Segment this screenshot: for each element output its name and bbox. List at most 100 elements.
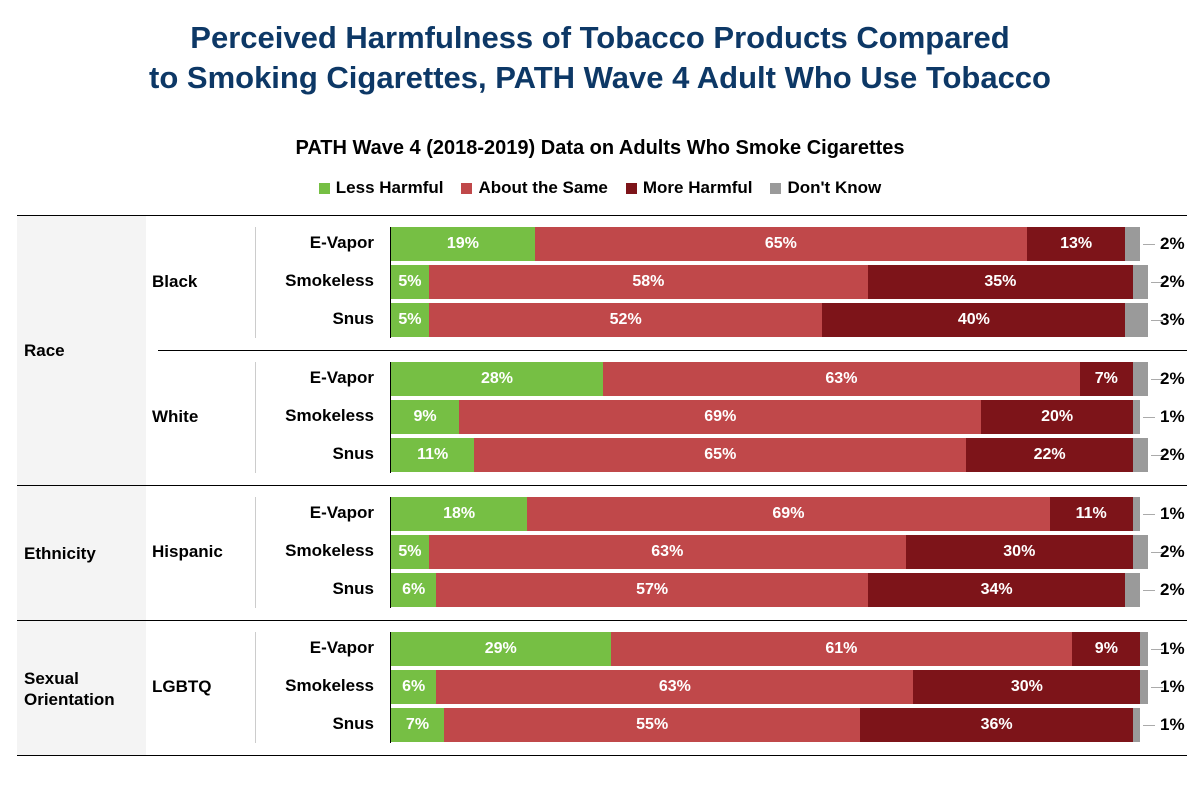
dont-know-label: 2%: [1160, 272, 1185, 291]
bar-segment-about-the-same: 69%: [459, 400, 982, 434]
section-divider: [17, 215, 1187, 216]
title-line-2: to Smoking Cigarettes, PATH Wave 4 Adult…: [149, 60, 1051, 95]
bar-segment-about-the-same: 63%: [602, 362, 1080, 396]
leader-line: [1151, 379, 1163, 380]
product-label: Snus: [332, 309, 374, 328]
bar-segment-dont-know: [1132, 497, 1141, 531]
product-label: E-Vapor: [309, 503, 374, 522]
bar-segment-less-harmful: 5%: [391, 265, 429, 299]
bar-segment-dont-know: [1140, 632, 1148, 666]
bar-segment-dont-know: [1132, 400, 1141, 434]
bar-segment-more-harmful: 35%: [867, 265, 1133, 299]
dont-know-label: 1%: [1160, 639, 1185, 658]
category-axis-line: [390, 227, 391, 338]
section-divider: [17, 755, 1187, 756]
leader-line: [1143, 590, 1156, 591]
bar-segment-about-the-same: 63%: [436, 670, 914, 704]
subgroup-axis-line: [255, 497, 256, 608]
subgroup-axis-line: [255, 362, 256, 473]
dont-know-label: 2%: [1160, 580, 1185, 599]
legend-swatch: [770, 182, 782, 194]
bar-segment-dont-know: [1132, 265, 1148, 299]
bar-segment-more-harmful: 7%: [1079, 362, 1133, 396]
bar-segment-less-harmful: 6%: [391, 670, 437, 704]
legend-label: Don't Know: [787, 178, 882, 197]
bar-segment-about-the-same: 55%: [443, 708, 861, 742]
subgroup-label: LGBTQ: [152, 676, 212, 696]
legend-item-dontknow: Don't Know: [770, 178, 881, 198]
bar-segment-dont-know: [1140, 670, 1148, 704]
dont-know-label: 2%: [1160, 445, 1185, 464]
product-label: Snus: [332, 714, 374, 733]
leader-line: [1151, 552, 1163, 553]
dont-know-label: 3%: [1160, 310, 1185, 329]
dont-know-label: 2%: [1160, 234, 1185, 253]
legend-item-same: About the Same: [461, 178, 608, 198]
leader-line: [1143, 725, 1156, 726]
subgroup-label: Hispanic: [152, 541, 223, 561]
product-label: Snus: [332, 579, 374, 598]
category-label: Ethnicity: [24, 543, 96, 563]
subgroup-label: Black: [152, 271, 198, 291]
page-title: Perceived Harmfulness of Tobacco Product…: [0, 18, 1200, 98]
product-label: Smokeless: [285, 676, 374, 695]
leader-line: [1151, 320, 1163, 321]
leader-line: [1143, 417, 1156, 418]
legend-label: More Harmful: [642, 178, 753, 197]
legend-swatch: [461, 182, 473, 194]
bar-segment-more-harmful: 22%: [966, 438, 1133, 472]
bar-segment-more-harmful: 13%: [1026, 227, 1126, 261]
dont-know-label: 1%: [1160, 715, 1185, 734]
section-divider: [17, 485, 1187, 486]
bar-segment-about-the-same: 65%: [534, 227, 1027, 261]
bar-segment-dont-know: [1132, 438, 1148, 472]
bar-segment-less-harmful: 5%: [391, 303, 429, 337]
bar-segment-more-harmful: 40%: [822, 303, 1126, 337]
legend-swatch: [318, 182, 330, 194]
product-label: Smokeless: [285, 541, 374, 560]
category-axis-line: [390, 362, 391, 473]
title-line-1: Perceived Harmfulness of Tobacco Product…: [190, 20, 1010, 55]
bar-segment-dont-know: [1132, 362, 1148, 396]
category-label: Race: [24, 341, 65, 360]
bar-segment-less-harmful: 7%: [391, 708, 444, 742]
bar-segment-dont-know: [1125, 303, 1148, 337]
bar-segment-about-the-same: 52%: [428, 303, 823, 337]
leader-line: [1151, 649, 1163, 650]
bar-segment-less-harmful: 9%: [391, 400, 460, 434]
leader-line: [1151, 687, 1163, 688]
bar-segment-less-harmful: 28%: [391, 362, 603, 396]
bar-segment-about-the-same: 61%: [610, 632, 1073, 666]
bar-segment-more-harmful: 11%: [1049, 497, 1133, 531]
bar-segment-less-harmful: 11%: [391, 438, 475, 472]
legend-label: Less Harmful: [335, 178, 444, 197]
legend: Less Harmful About the Same More Harmful…: [0, 178, 1200, 198]
leader-line: [1143, 514, 1156, 515]
bar-segment-less-harmful: 6%: [391, 573, 437, 607]
section-divider: [17, 620, 1187, 621]
product-label: E-Vapor: [309, 638, 374, 657]
bar-segment-less-harmful: 29%: [391, 632, 611, 666]
bar-segment-dont-know: [1125, 227, 1141, 261]
bar-segment-less-harmful: 5%: [391, 535, 429, 569]
leader-line: [1143, 244, 1156, 245]
legend-item-more: More Harmful: [625, 178, 753, 198]
bar-segment-more-harmful: 30%: [905, 535, 1133, 569]
bar-segment-less-harmful: 19%: [391, 227, 535, 261]
product-label: Smokeless: [285, 271, 374, 290]
bar-segment-about-the-same: 69%: [527, 497, 1050, 531]
dont-know-label: 1%: [1160, 407, 1185, 426]
bar-segment-dont-know: [1132, 708, 1141, 742]
bar-segment-more-harmful: 20%: [981, 400, 1133, 434]
leader-line: [1151, 455, 1163, 456]
category-axis-line: [390, 497, 391, 608]
bar-segment-less-harmful: 18%: [391, 497, 528, 531]
subgroup-label: White: [152, 406, 199, 426]
product-label: E-Vapor: [309, 368, 374, 387]
bar-segment-more-harmful: 36%: [860, 708, 1133, 742]
subgroup-axis-line: [255, 227, 256, 338]
legend-swatch: [625, 182, 637, 194]
product-label: Snus: [332, 444, 374, 463]
legend-item-less: Less Harmful: [318, 178, 444, 198]
dont-know-label: 2%: [1160, 542, 1185, 561]
